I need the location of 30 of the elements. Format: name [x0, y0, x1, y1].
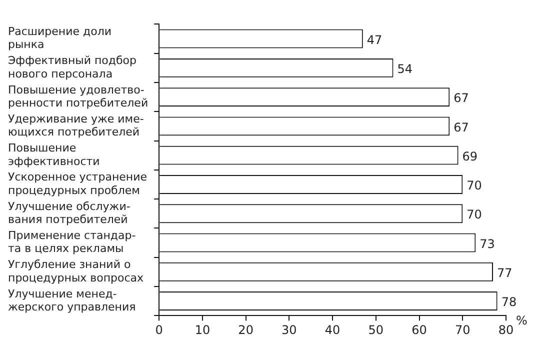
data-label: 70 — [466, 208, 482, 222]
y-tick-label: Эффективный подбор нового персонала — [8, 54, 137, 80]
x-tick-label: 50 — [368, 322, 384, 337]
x-axis-title: % — [516, 314, 528, 328]
y-tick-label: Углубление знаний о процедурных вопросах — [8, 258, 144, 284]
data-label: 54 — [397, 62, 413, 76]
data-label: 77 — [496, 266, 512, 280]
y-tick-label: Улучшение менед- жерского управления — [8, 287, 136, 314]
data-label: 70 — [466, 178, 482, 193]
x-tick-label: 10 — [194, 322, 210, 337]
y-tick-label: Повышение удовлетво- ренности потребителей — [8, 83, 148, 110]
y-tick-label: Ускоренное устранение процедурных проблем — [8, 170, 148, 197]
x-tick-label: 40 — [324, 322, 340, 337]
x-tick-label: 70 — [454, 322, 470, 337]
y-tick-label: Расширение доли рынка — [8, 25, 112, 52]
data-label: 67 — [454, 91, 469, 106]
data-label: 67 — [454, 120, 469, 134]
x-tick-label: 80 — [498, 322, 514, 337]
y-tick-label: Применение стандар- та в целях рекламы — [8, 229, 136, 256]
data-label: 73 — [480, 236, 495, 251]
data-label: 78 — [501, 295, 517, 310]
y-tick-label: Удерживание уже име- ющихся потребителей — [8, 112, 144, 139]
x-tick-label: 0 — [155, 322, 163, 337]
y-tick-label: Улучшение обслужи- вания потребителей — [8, 200, 130, 226]
y-tick-label: Повышение эффективности — [8, 142, 100, 168]
x-tick-label: 60 — [412, 322, 427, 337]
data-label: 47 — [366, 32, 382, 47]
data-label: 69 — [462, 149, 478, 164]
x-tick-label: 20 — [238, 322, 254, 337]
x-tick-label: 30 — [282, 322, 297, 337]
